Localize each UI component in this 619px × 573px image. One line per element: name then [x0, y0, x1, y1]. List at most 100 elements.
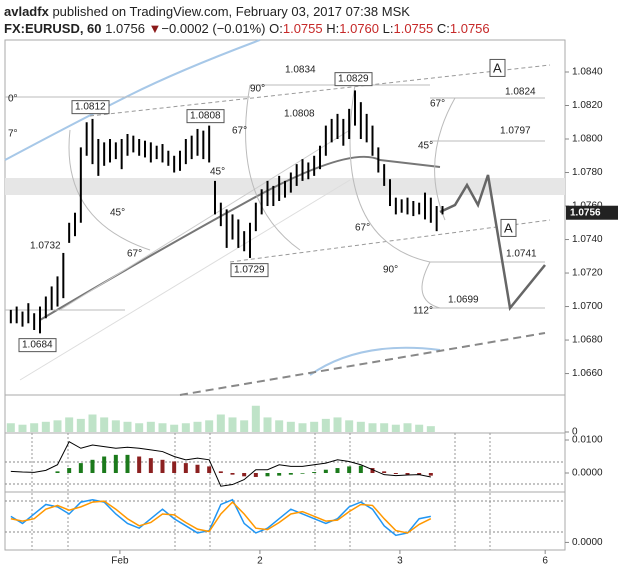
volume-bar — [415, 424, 424, 432]
annotation: 0° — [8, 94, 18, 105]
annotation-box — [18, 338, 57, 353]
histogram-bar — [393, 473, 398, 474]
histogram-bar — [312, 472, 317, 474]
volume-bar — [275, 420, 284, 432]
histogram-bar — [160, 459, 165, 474]
volume-bar — [321, 418, 330, 432]
annotation: 1.0699 — [448, 295, 479, 306]
x-tick-label: 6 — [542, 556, 548, 567]
volume-bar — [333, 417, 342, 432]
ohlc-value: 1.0755 — [393, 21, 434, 36]
histogram-bar — [172, 461, 177, 474]
annotation: 1.0732 — [30, 241, 61, 252]
histogram-bar — [323, 469, 328, 474]
volume-bar — [380, 423, 389, 432]
volume-bar — [228, 417, 237, 432]
histogram-bar — [242, 473, 247, 477]
volume-bar — [88, 414, 97, 432]
volume-bar — [426, 426, 435, 432]
ohlc-label: C: — [436, 21, 450, 36]
histogram-bar — [148, 458, 153, 474]
ohlc-value: 1.0760 — [339, 21, 380, 36]
histogram-bar — [253, 473, 258, 477]
histogram-bar — [358, 465, 363, 474]
histogram-bar — [335, 468, 340, 474]
macd-line — [10, 440, 431, 487]
histogram-bar — [370, 468, 375, 474]
volume-bar — [216, 414, 225, 432]
histogram-bar — [347, 466, 352, 474]
ohlc-label: H: — [326, 21, 340, 36]
histogram-bar — [300, 473, 305, 474]
volume-bar — [240, 420, 249, 432]
annotation: 112° — [413, 306, 433, 317]
histogram-bar — [428, 473, 433, 476]
publish-line: avladfx published on TradingView.com, Fe… — [4, 4, 410, 19]
volume-bar — [53, 420, 62, 432]
y-tick-label: 1.0840 — [572, 67, 603, 78]
volume-bar — [356, 421, 365, 432]
histogram-bar — [230, 473, 235, 475]
annotation: 1.0824 — [505, 87, 536, 98]
volume-bar — [286, 421, 295, 432]
volume-bar — [100, 417, 109, 432]
histogram-bar — [277, 473, 282, 476]
annotation: 67° — [430, 99, 445, 110]
histogram-bar — [102, 456, 107, 474]
volume-bar — [310, 421, 319, 432]
annotation: 1.0808 — [284, 109, 315, 120]
volume-bar — [205, 420, 214, 432]
volume-bar — [251, 405, 260, 432]
annotation-box — [489, 58, 506, 77]
annotation: 67° — [232, 126, 247, 137]
volume-bar — [123, 421, 132, 432]
annotation: 1.0834 — [285, 65, 316, 76]
ohlc-value: 1.0755 — [282, 21, 323, 36]
annotation: 67° — [355, 223, 370, 234]
ohlc-label: O: — [269, 21, 283, 36]
annotation: 1.0741 — [506, 249, 537, 260]
histogram-bar — [137, 456, 142, 474]
annotation-box — [71, 100, 110, 115]
y-tick-label: 0.0000 — [572, 537, 603, 548]
histogram-bar — [113, 454, 118, 474]
histogram-bar — [288, 473, 293, 475]
histogram-bar — [195, 464, 200, 474]
histogram-bar — [125, 454, 130, 474]
annotation: 45° — [110, 208, 125, 219]
volume-bar — [6, 423, 15, 432]
volume-bar — [345, 420, 354, 432]
volume-bar — [111, 420, 120, 432]
volume-bar — [41, 421, 50, 432]
volume-bar — [298, 423, 307, 432]
histogram-bar — [207, 466, 212, 474]
annotation: 1.0797 — [500, 126, 531, 137]
y-tick-label: 1.0680 — [572, 335, 603, 346]
y-tick-label: 1.0700 — [572, 301, 603, 312]
volume-bar — [135, 423, 144, 432]
histogram-bar — [417, 473, 422, 475]
annotation: 45° — [210, 167, 225, 178]
author: avladfx — [4, 4, 49, 19]
annotation: 1.0684 — [22, 340, 53, 351]
annotation: A — [504, 220, 513, 235]
histogram-bar — [405, 473, 410, 475]
annotation: 67° — [127, 249, 142, 260]
ohlc-label: L: — [382, 21, 394, 36]
change: −0.0002 (−0.01%) — [161, 21, 266, 36]
x-tick-label: Feb — [111, 556, 129, 567]
annotation: 1.0808 — [190, 111, 221, 122]
annotation-box — [186, 109, 225, 124]
annotation-box — [230, 263, 269, 278]
price: 1.0756 — [105, 21, 145, 36]
volume-bar — [170, 424, 179, 432]
volume-bar — [18, 424, 27, 432]
arrow: ▼ — [148, 21, 162, 36]
volume-bar — [403, 423, 412, 432]
ohlc-value: 1.0756 — [449, 21, 490, 36]
histogram-bar — [265, 473, 270, 477]
histogram-bar — [67, 468, 72, 474]
annotation: 90° — [250, 84, 265, 95]
